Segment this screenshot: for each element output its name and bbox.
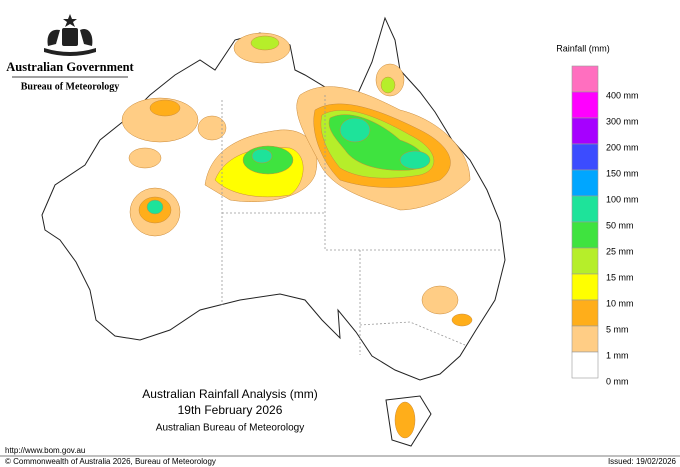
agency-name: Bureau of Meteorology bbox=[21, 81, 120, 92]
legend-title: Rainfall (mm) bbox=[556, 43, 610, 53]
legend-swatch bbox=[571, 221, 599, 249]
legend-swatch bbox=[571, 65, 599, 93]
legend-label: 1 mm bbox=[606, 350, 629, 360]
legend-swatch bbox=[571, 247, 599, 275]
legend-swatch bbox=[571, 169, 599, 197]
legend-label: 100 mm bbox=[606, 194, 639, 204]
legend-label: 400 mm bbox=[606, 90, 639, 100]
legend-swatch bbox=[571, 273, 599, 301]
legend-swatch bbox=[571, 143, 599, 171]
legend: 400 mm 300 mm 200 mm 150 mm 100 mm 50 mm 25 mm… bbox=[571, 65, 639, 386]
map-source: Australian Bureau of Meteorology bbox=[156, 423, 304, 434]
legend-label: 5 mm bbox=[606, 324, 629, 334]
legend-label: 25 mm bbox=[606, 246, 634, 256]
legend-label: 150 mm bbox=[606, 168, 639, 178]
legend-swatch bbox=[571, 91, 599, 119]
legend-label: 15 mm bbox=[606, 272, 634, 282]
crest-logo bbox=[44, 14, 96, 56]
legend-swatch bbox=[571, 195, 599, 223]
rainfall-areas bbox=[121, 32, 473, 439]
legend-swatch bbox=[571, 117, 599, 145]
legend-label: 0 mm bbox=[606, 376, 629, 386]
legend-label: 300 mm bbox=[606, 116, 639, 126]
government-name: Australian Government bbox=[6, 60, 134, 74]
australia-map bbox=[41, 16, 506, 447]
map-title: Australian Rainfall Analysis (mm) bbox=[142, 387, 317, 401]
legend-swatch bbox=[571, 351, 599, 379]
map-date: 19th February 2026 bbox=[178, 403, 283, 417]
footer-issued: Issued: 19/02/2026 bbox=[608, 457, 677, 466]
footer-url: http://www.bom.gov.au bbox=[5, 446, 85, 455]
legend-label: 50 mm bbox=[606, 220, 634, 230]
state-borders bbox=[221, 95, 500, 355]
footer-copyright: © Commonwealth of Australia 2026, Bureau… bbox=[5, 457, 216, 466]
legend-swatch bbox=[571, 325, 599, 353]
legend-swatch bbox=[571, 299, 599, 327]
legend-label: 200 mm bbox=[606, 142, 639, 152]
legend-label: 10 mm bbox=[606, 298, 634, 308]
